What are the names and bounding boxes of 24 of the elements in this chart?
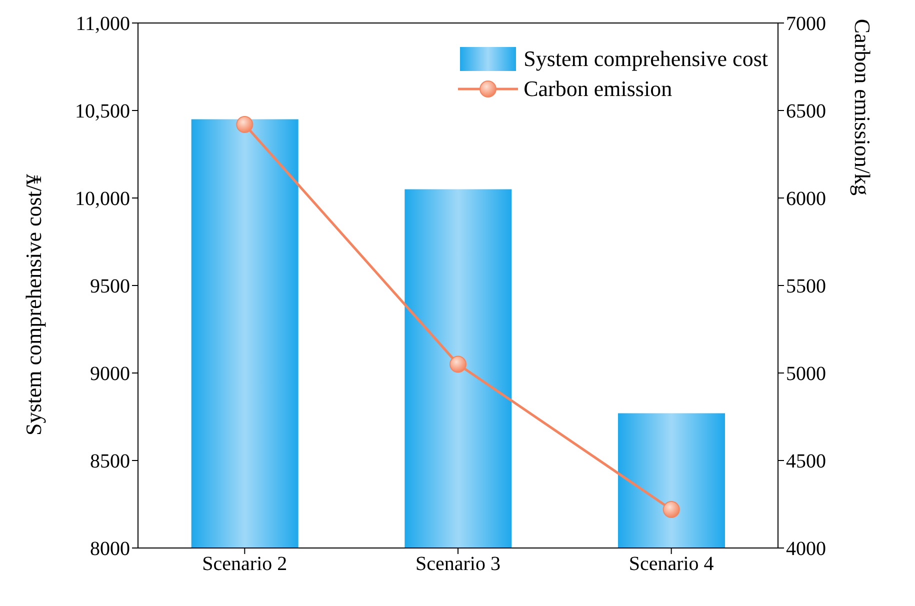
legend-label: Carbon emission xyxy=(524,76,672,102)
y-tick-label: 10,500 xyxy=(75,100,130,123)
y2-tick-label: 6500 xyxy=(786,100,826,123)
y2-tick-label: 5500 xyxy=(786,276,826,298)
y-tick-label: 8000 xyxy=(90,538,130,560)
y2-tick-label: 4500 xyxy=(786,450,826,473)
legend-label: System comprehensive cost xyxy=(524,46,768,72)
y-tick-label: 8500 xyxy=(90,450,130,473)
y-tick-label: 10,000 xyxy=(75,188,130,210)
y-tick-label: 9000 xyxy=(90,363,130,386)
y2-tick-label: 4000 xyxy=(786,538,826,560)
y-axis-title: System comprehensive cost/¥ xyxy=(20,174,46,436)
point xyxy=(662,501,680,518)
x-tick-label: Scenario 3 xyxy=(416,553,500,576)
y2-tick-label: 5000 xyxy=(786,363,826,386)
y2-tick-label: 6000 xyxy=(786,188,826,210)
point xyxy=(450,356,466,373)
y-tick-label: 11,000 xyxy=(76,13,130,36)
x-tick-label: Scenario 4 xyxy=(628,553,714,576)
y2-tick-label: 7000 xyxy=(786,13,826,36)
y2-axis-title: Carbon emission/kg xyxy=(850,18,876,196)
point xyxy=(236,116,254,133)
y-tick-label: 9500 xyxy=(90,276,130,298)
x-tick-label: Scenario 2 xyxy=(202,553,288,576)
